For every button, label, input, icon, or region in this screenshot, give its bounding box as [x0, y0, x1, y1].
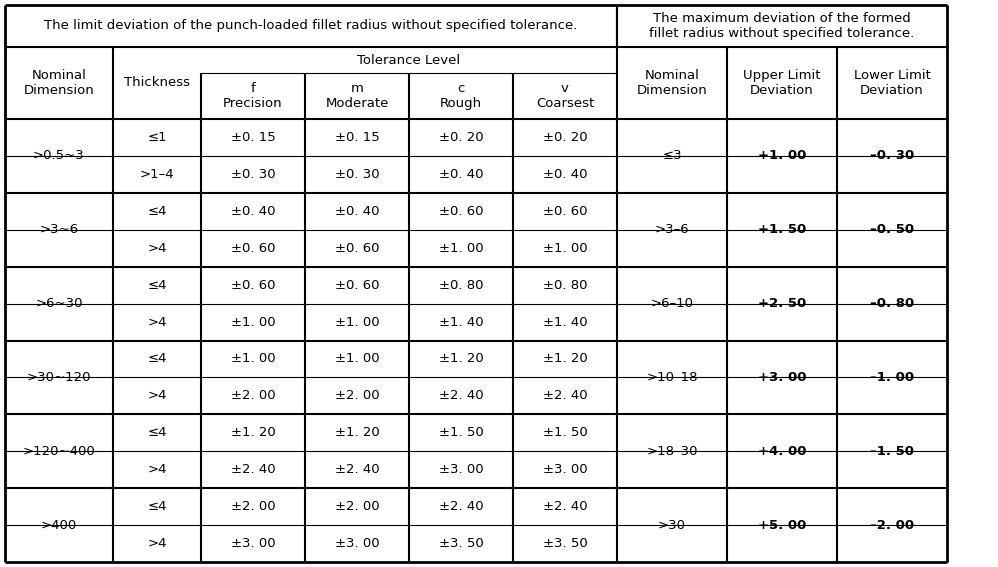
Text: ±3. 50: ±3. 50: [439, 537, 483, 550]
Text: >3–6: >3–6: [655, 223, 690, 236]
Text: ±1. 00: ±1. 00: [231, 353, 275, 366]
Text: –2. 00: –2. 00: [870, 519, 914, 532]
Text: ±0. 60: ±0. 60: [334, 242, 379, 255]
Text: ±1. 00: ±1. 00: [231, 316, 275, 328]
Text: ±2. 00: ±2. 00: [334, 390, 379, 403]
Text: >4: >4: [148, 390, 167, 403]
Text: >3~6: >3~6: [40, 223, 79, 236]
Text: ≤3: ≤3: [663, 150, 682, 162]
Text: –0. 80: –0. 80: [870, 297, 914, 310]
Text: ±0. 80: ±0. 80: [439, 278, 483, 291]
Text: ≤4: ≤4: [148, 500, 167, 513]
Text: +1. 00: +1. 00: [757, 150, 806, 162]
Text: ±1. 50: ±1. 50: [439, 426, 483, 439]
Text: The maximum deviation of the formed
fillet radius without specified tolerance.: The maximum deviation of the formed fill…: [650, 12, 914, 40]
Text: ±0. 20: ±0. 20: [543, 131, 587, 144]
Text: f
Precision: f Precision: [224, 82, 282, 110]
Text: ±2. 40: ±2. 40: [543, 390, 587, 403]
Text: +4. 00: +4. 00: [757, 445, 806, 458]
Text: ±1. 40: ±1. 40: [439, 316, 483, 328]
Text: ±1. 20: ±1. 20: [334, 426, 379, 439]
Text: ±0. 40: ±0. 40: [543, 168, 587, 181]
Text: ±0. 80: ±0. 80: [543, 278, 587, 291]
Text: >0.5~3: >0.5~3: [33, 150, 85, 162]
Text: ≤4: ≤4: [148, 353, 167, 366]
Text: ±0. 60: ±0. 60: [231, 242, 275, 255]
Text: ±1. 00: ±1. 00: [543, 242, 587, 255]
Text: ≤4: ≤4: [148, 278, 167, 291]
Text: >1–4: >1–4: [140, 168, 175, 181]
Text: ±0. 15: ±0. 15: [231, 131, 275, 144]
Text: ±0. 20: ±0. 20: [439, 131, 483, 144]
Text: Nominal
Dimension: Nominal Dimension: [637, 69, 708, 97]
Text: ≤4: ≤4: [148, 426, 167, 439]
Text: >10–18: >10–18: [647, 371, 698, 384]
Text: >4: >4: [148, 316, 167, 328]
Text: >400: >400: [41, 519, 77, 532]
Text: ±1. 00: ±1. 00: [334, 353, 379, 366]
Text: The limit deviation of the punch-loaded fillet radius without specified toleranc: The limit deviation of the punch-loaded …: [44, 19, 578, 32]
Text: ±0. 40: ±0. 40: [231, 205, 275, 218]
Text: +2. 50: +2. 50: [757, 297, 806, 310]
Text: ±2. 00: ±2. 00: [334, 500, 379, 513]
Text: ±0. 30: ±0. 30: [231, 168, 275, 181]
Text: ±0. 40: ±0. 40: [334, 205, 379, 218]
Text: ±0. 60: ±0. 60: [543, 205, 587, 218]
Text: ≤1: ≤1: [147, 131, 167, 144]
Text: ±1. 00: ±1. 00: [334, 316, 379, 328]
Text: ±0. 40: ±0. 40: [439, 168, 483, 181]
Text: –0. 50: –0. 50: [870, 223, 914, 236]
Text: ±1. 40: ±1. 40: [543, 316, 587, 328]
Text: ±3. 00: ±3. 00: [543, 463, 587, 476]
Text: +3. 00: +3. 00: [757, 371, 806, 384]
Text: Upper Limit
Deviation: Upper Limit Deviation: [744, 69, 820, 97]
Text: ±2. 40: ±2. 40: [439, 390, 483, 403]
Text: m
Moderate: m Moderate: [325, 82, 388, 110]
Text: ±1. 00: ±1. 00: [439, 242, 483, 255]
Text: ±2. 40: ±2. 40: [231, 463, 275, 476]
Text: ±1. 20: ±1. 20: [543, 353, 588, 366]
Text: Nominal
Dimension: Nominal Dimension: [24, 69, 95, 97]
Text: ±0. 60: ±0. 60: [334, 278, 379, 291]
Text: ±1. 20: ±1. 20: [439, 353, 483, 366]
Text: >30~120: >30~120: [27, 371, 91, 384]
Text: ±0. 60: ±0. 60: [231, 278, 275, 291]
Text: >4: >4: [148, 463, 167, 476]
Text: –1. 00: –1. 00: [870, 371, 914, 384]
Text: ±3. 00: ±3. 00: [334, 537, 379, 550]
Text: Thickness: Thickness: [124, 77, 190, 90]
Text: >120~400: >120~400: [23, 445, 96, 458]
Text: v
Coarsest: v Coarsest: [536, 82, 594, 110]
Text: ±3. 00: ±3. 00: [439, 463, 483, 476]
Text: ±0. 30: ±0. 30: [334, 168, 379, 181]
Text: >6~30: >6~30: [35, 297, 83, 310]
Text: ±2. 40: ±2. 40: [543, 500, 587, 513]
Text: ±3. 00: ±3. 00: [231, 537, 275, 550]
Text: ±2. 40: ±2. 40: [439, 500, 483, 513]
Text: ±2. 00: ±2. 00: [231, 390, 275, 403]
Text: ≤4: ≤4: [148, 205, 167, 218]
Text: >6–10: >6–10: [651, 297, 694, 310]
Text: >30: >30: [658, 519, 686, 532]
Text: –0. 30: –0. 30: [870, 150, 914, 162]
Text: ±0. 60: ±0. 60: [439, 205, 483, 218]
Text: +1. 50: +1. 50: [757, 223, 806, 236]
Text: ±1. 50: ±1. 50: [543, 426, 588, 439]
Text: >4: >4: [148, 537, 167, 550]
Text: ±2. 40: ±2. 40: [334, 463, 379, 476]
Text: ±1. 20: ±1. 20: [231, 426, 275, 439]
Text: +5. 00: +5. 00: [757, 519, 806, 532]
Text: ±3. 50: ±3. 50: [543, 537, 588, 550]
Text: >4: >4: [148, 242, 167, 255]
Text: Lower Limit
Deviation: Lower Limit Deviation: [853, 69, 930, 97]
Text: Tolerance Level: Tolerance Level: [357, 53, 460, 66]
Text: –1. 50: –1. 50: [870, 445, 914, 458]
Text: ±0. 15: ±0. 15: [334, 131, 379, 144]
Text: c
Rough: c Rough: [440, 82, 482, 110]
Text: >18–30: >18–30: [647, 445, 698, 458]
Text: ±2. 00: ±2. 00: [231, 500, 275, 513]
